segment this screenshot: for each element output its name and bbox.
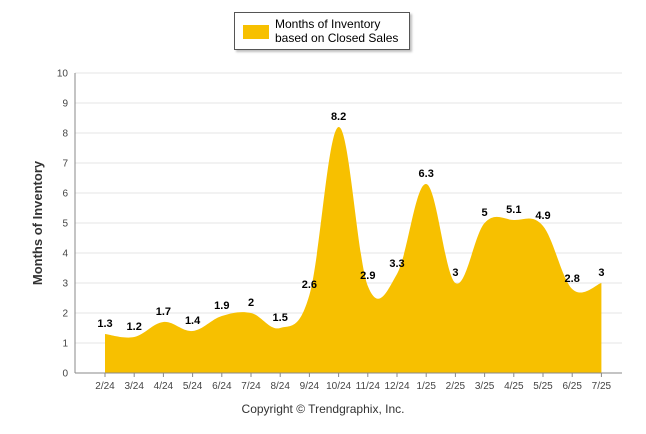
y-tick-label: 0	[62, 369, 68, 380]
data-label: 3	[452, 267, 458, 279]
x-tick-label: 10/24	[326, 381, 351, 392]
y-tick-label: 9	[62, 99, 68, 110]
x-tick-label: 9/24	[300, 381, 320, 392]
y-tick-label: 6	[62, 189, 68, 200]
legend: Months of Inventory based on Closed Sale…	[234, 12, 410, 50]
x-tick-label: 7/25	[592, 381, 612, 392]
x-tick-label: 7/24	[241, 381, 261, 392]
data-label: 5	[482, 207, 488, 219]
y-tick-labels: 0 1 2 3 4 5 6 7 8 9 10	[57, 69, 69, 380]
y-tick-label: 10	[57, 69, 69, 80]
data-label: 8.2	[331, 111, 346, 123]
data-label: 6.3	[419, 168, 434, 180]
x-tick-label: 4/25	[504, 381, 524, 392]
y-tick-label: 3	[62, 279, 68, 290]
y-tick-label: 1	[62, 339, 68, 350]
axes	[74, 73, 622, 377]
copyright-text: Copyright © Trendgraphix, Inc.	[241, 402, 405, 416]
data-label: 1.7	[156, 306, 171, 318]
x-tick-label: 2/25	[446, 381, 466, 392]
y-tick-label: 7	[62, 159, 68, 170]
data-label: 2.9	[360, 270, 375, 282]
x-tick-label: 6/24	[212, 381, 232, 392]
y-axis-label: Months of Inventory	[30, 160, 45, 285]
x-tick-label: 6/25	[562, 381, 582, 392]
x-tick-label: 4/24	[154, 381, 174, 392]
x-tick-label: 3/24	[124, 381, 144, 392]
data-label: 2	[248, 297, 254, 309]
y-tick-label: 5	[62, 219, 68, 230]
data-label: 1.5	[273, 312, 288, 324]
y-tick-label: 4	[62, 249, 68, 260]
x-tick-label: 5/25	[533, 381, 553, 392]
data-label: 2.6	[302, 279, 317, 291]
y-tick-label: 8	[62, 129, 68, 140]
data-label: 3.3	[389, 258, 404, 270]
data-label: 1.9	[214, 300, 229, 312]
data-labels: 1.3 1.2 1.7 1.4 1.9 2 1.5 2.6 8.2 2.9 3.3 6.3 3 5 5.1 4…	[97, 111, 604, 333]
x-tick-label: 8/24	[270, 381, 290, 392]
y-tick-label: 2	[62, 309, 68, 320]
x-tick-label: 2/24	[95, 381, 115, 392]
legend-swatch	[243, 25, 269, 39]
data-label: 4.9	[535, 210, 550, 222]
data-label: 3	[598, 267, 604, 279]
x-tick-labels: 2/24 3/24 4/24 5/24 6/24 7/24 8/24 9/24 10/24 11/…	[95, 381, 611, 392]
x-tick-label: 3/25	[475, 381, 495, 392]
x-tick-label: 1/25	[416, 381, 436, 392]
legend-label: Months of Inventory based on Closed Sale…	[275, 17, 399, 45]
x-tick-label: 11/24	[356, 381, 381, 392]
data-label: 1.4	[185, 315, 201, 327]
data-label: 1.2	[127, 321, 142, 333]
x-tick-label: 12/24	[384, 381, 409, 392]
data-label: 5.1	[506, 204, 521, 216]
data-label: 1.3	[97, 318, 112, 330]
x-tick-label: 5/24	[183, 381, 203, 392]
series-area	[105, 126, 602, 374]
data-label: 2.8	[565, 273, 580, 285]
